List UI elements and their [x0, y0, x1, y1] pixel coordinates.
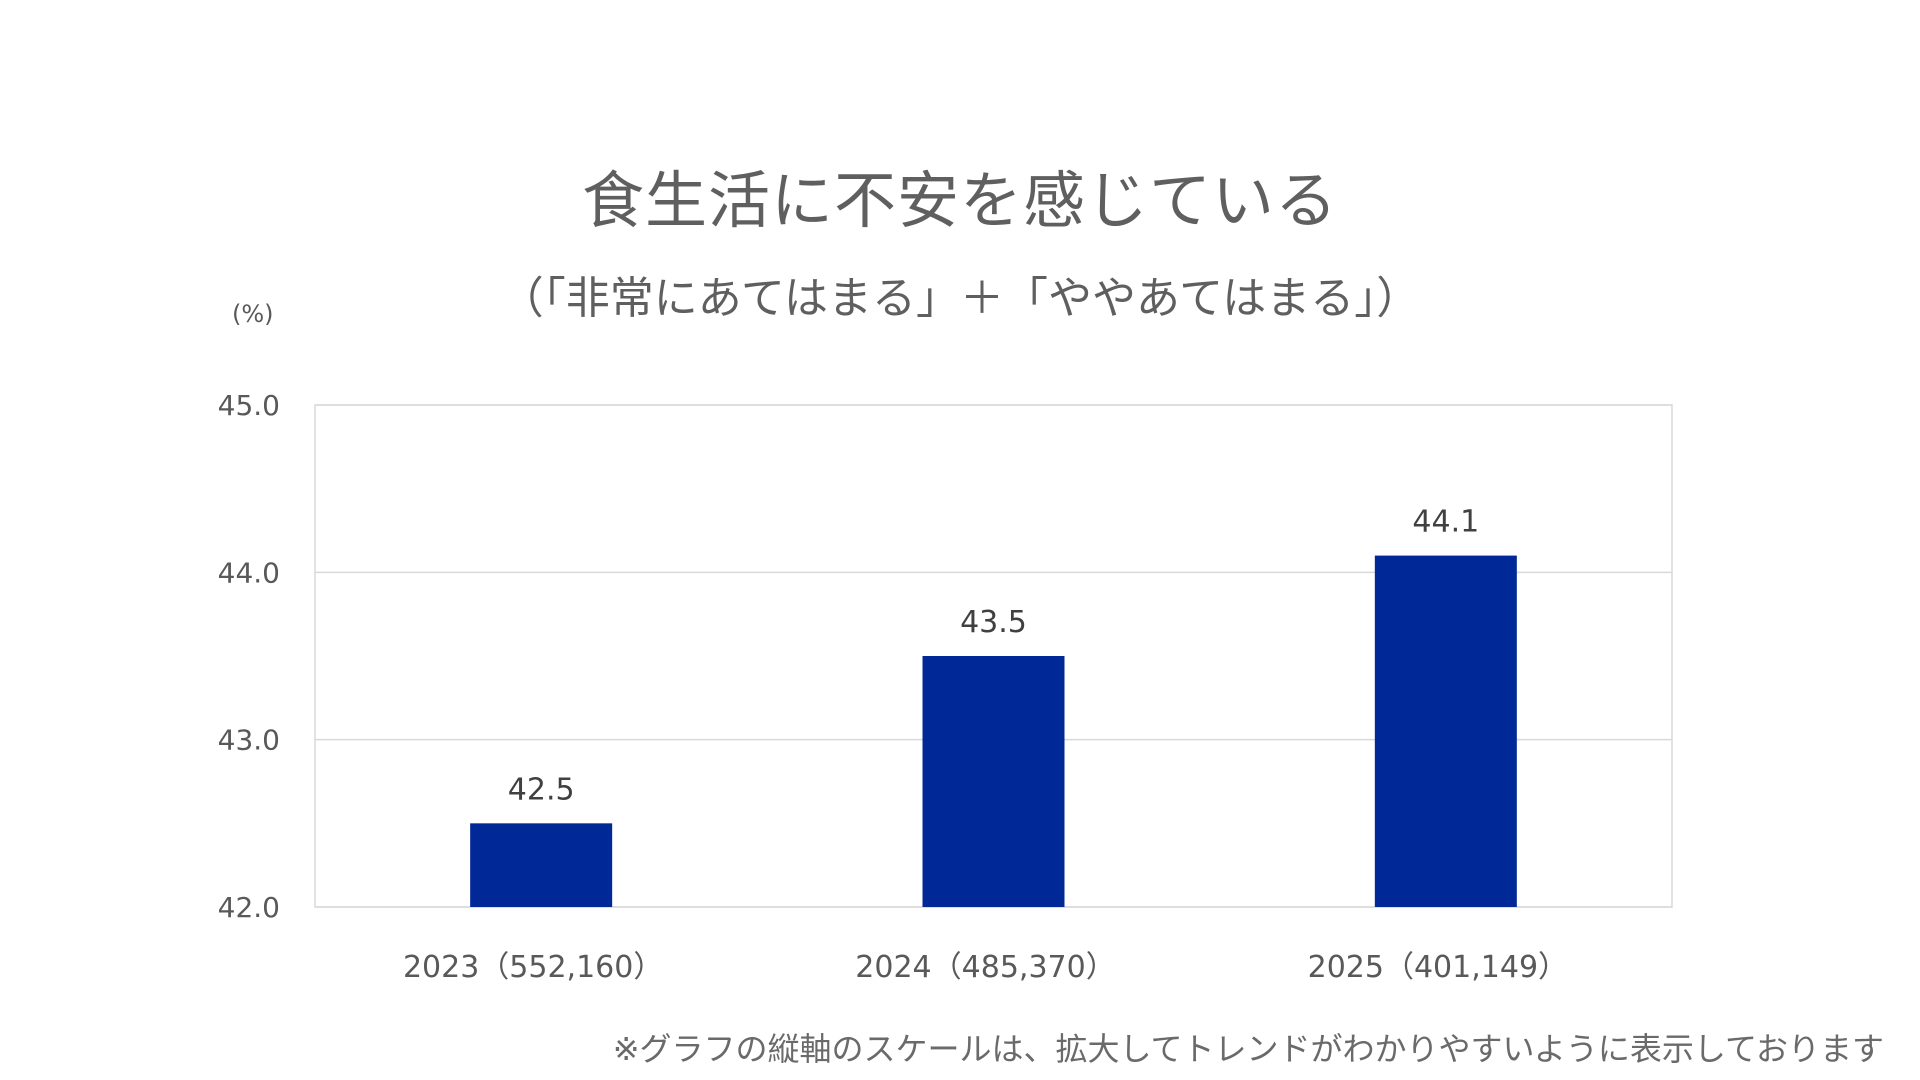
y-axis-unit-label: (%)	[232, 300, 274, 328]
y-tick-label-3: 45.0	[218, 389, 280, 422]
y-tick-label-2: 44.0	[218, 556, 280, 589]
scale-footnote: ※グラフの縦軸のスケールは、拡大してトレンドがわかりやすいように表示しております	[612, 1030, 1884, 1068]
category-label-2: 2025（401,149）	[1308, 950, 1568, 985]
data-label-0: 42.5	[508, 772, 575, 807]
y-tick-label-0: 42.0	[218, 891, 280, 924]
bar-0	[470, 823, 613, 907]
category-label-0: 2023（552,160）	[403, 950, 663, 985]
bar-1	[922, 656, 1065, 907]
bars	[470, 555, 1517, 907]
data-label-2: 44.1	[1412, 505, 1479, 540]
chart-title: 食生活に不安を感じている	[581, 164, 1338, 237]
bar-2	[1374, 555, 1517, 907]
y-tick-label-1: 43.0	[218, 724, 280, 757]
labels: 42.0 43.0 44.0 45.0 42.5 2023（552,160） 43.5 202…	[218, 389, 1568, 985]
chart-subtitle: （「非常にあてはまる」＋「ややあてはまる」）	[499, 273, 1421, 324]
data-label-1: 43.5	[960, 605, 1027, 640]
category-label-1: 2024（485,370）	[855, 950, 1115, 985]
